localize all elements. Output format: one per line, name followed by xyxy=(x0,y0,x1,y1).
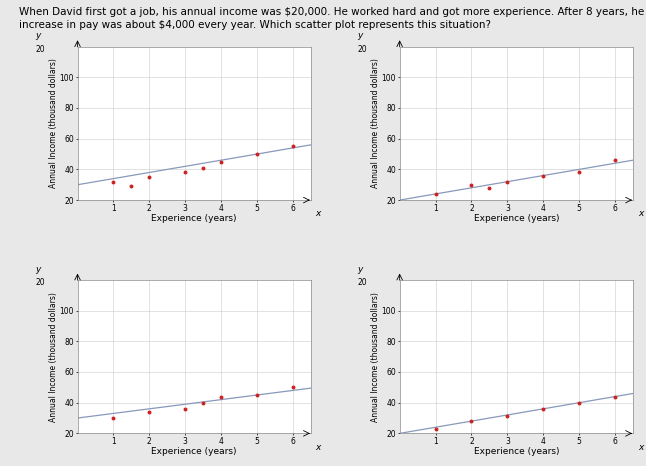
Point xyxy=(288,143,298,150)
Point xyxy=(484,184,495,192)
Point xyxy=(574,169,585,176)
Text: y: y xyxy=(36,32,41,41)
Point xyxy=(109,414,119,422)
Point xyxy=(288,384,298,391)
Point xyxy=(466,418,477,425)
Point xyxy=(502,178,512,185)
Y-axis label: Annual Income (thousand dollars): Annual Income (thousand dollars) xyxy=(371,58,380,188)
Point xyxy=(144,173,154,181)
Point xyxy=(574,399,585,406)
Text: x: x xyxy=(316,209,321,218)
Point xyxy=(180,169,191,176)
Point xyxy=(198,164,209,171)
Text: x: x xyxy=(638,209,643,218)
Text: 20: 20 xyxy=(36,45,45,54)
X-axis label: Experience (years): Experience (years) xyxy=(474,214,559,223)
Point xyxy=(430,190,441,198)
X-axis label: Experience (years): Experience (years) xyxy=(151,214,237,223)
Text: y: y xyxy=(358,265,363,274)
Point xyxy=(144,408,154,416)
Text: 20: 20 xyxy=(358,45,368,54)
Point xyxy=(538,405,548,412)
Point xyxy=(198,399,209,406)
Point xyxy=(538,172,548,179)
Point xyxy=(252,391,262,399)
X-axis label: Experience (years): Experience (years) xyxy=(151,447,237,456)
Point xyxy=(109,178,119,185)
Point xyxy=(216,393,226,400)
Point xyxy=(180,405,191,412)
Text: When David first got a job, his annual income was $20,000. He worked hard and go: When David first got a job, his annual i… xyxy=(19,7,646,17)
Point xyxy=(610,157,620,164)
Point xyxy=(252,151,262,158)
Text: 20: 20 xyxy=(358,278,368,288)
Text: increase in pay was about $4,000 every year. Which scatter plot represents this : increase in pay was about $4,000 every y… xyxy=(19,20,492,29)
Y-axis label: Annual Income (thousand dollars): Annual Income (thousand dollars) xyxy=(371,292,380,422)
Point xyxy=(430,425,441,432)
Text: y: y xyxy=(36,265,41,274)
Point xyxy=(126,183,136,190)
Point xyxy=(466,181,477,188)
Text: 20: 20 xyxy=(36,278,45,288)
Y-axis label: Annual Income (thousand dollars): Annual Income (thousand dollars) xyxy=(49,292,58,422)
Point xyxy=(216,158,226,165)
Text: x: x xyxy=(638,443,643,452)
Y-axis label: Annual Income (thousand dollars): Annual Income (thousand dollars) xyxy=(49,58,58,188)
Text: x: x xyxy=(316,443,321,452)
X-axis label: Experience (years): Experience (years) xyxy=(474,447,559,456)
Point xyxy=(610,393,620,400)
Point xyxy=(502,413,512,420)
Text: y: y xyxy=(358,32,363,41)
